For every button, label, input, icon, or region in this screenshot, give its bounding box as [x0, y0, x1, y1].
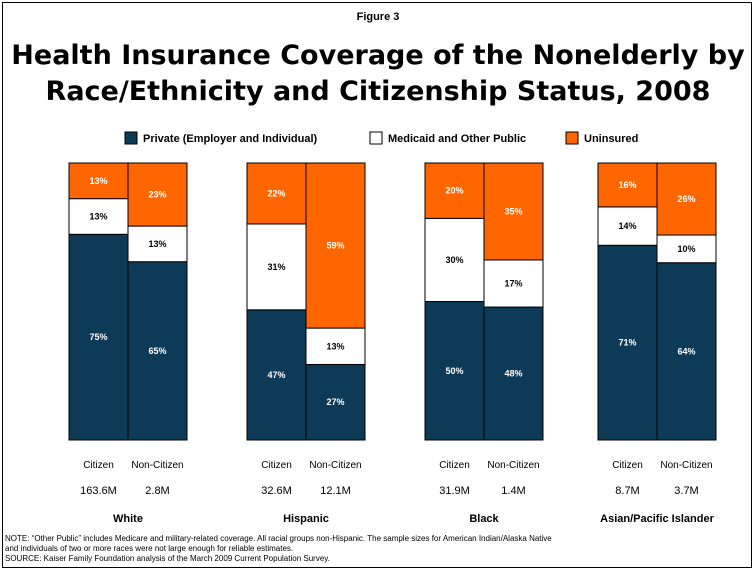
- bar-white-citizen-private: [68, 233, 129, 441]
- bar-white-non-citizen-uninsured: [127, 162, 188, 227]
- data-label-white-non-citizen-private: 65%: [148, 346, 166, 356]
- bar-asian-pacific-islander-non-citizen-medicaid: [656, 234, 717, 264]
- note-line-1: NOTE: “Other Public” includes Medicare a…: [5, 534, 552, 543]
- data-label-white-citizen-uninsured: 13%: [89, 176, 107, 186]
- data-label-black-non-citizen-private: 48%: [504, 369, 522, 379]
- data-label-asian-pacific-islander-citizen-medicaid: 14%: [618, 221, 636, 231]
- bar-hispanic-non-citizen-medicaid: [305, 327, 366, 365]
- category-label: Citizen: [261, 460, 292, 471]
- bar-asian-pacific-islander-citizen-private: [597, 244, 658, 441]
- bar-black-citizen-uninsured: [424, 162, 485, 219]
- data-label-black-non-citizen-medicaid: 17%: [504, 278, 522, 288]
- legend-swatch-private: [124, 131, 138, 145]
- legend-label-uninsured: Uninsured: [584, 133, 638, 145]
- bar-black-non-citizen-uninsured: [483, 162, 544, 261]
- data-label-white-citizen-private: 75%: [89, 332, 107, 342]
- note-line-2: and individuals of two or more races wer…: [5, 544, 293, 553]
- legend-label-private: Private (Employer and Individual): [143, 133, 318, 145]
- data-label-black-citizen-uninsured: 20%: [445, 186, 463, 196]
- category-label: Non-Citizen: [309, 460, 361, 471]
- data-label-asian-pacific-islander-non-citizen-medicaid: 10%: [677, 244, 695, 254]
- bar-asian-pacific-islander-citizen-uninsured: [597, 162, 658, 208]
- source-line: SOURCE: Kaiser Family Foundation analysi…: [5, 554, 330, 563]
- sample-size: 1.4M: [501, 485, 525, 497]
- data-label-asian-pacific-islander-non-citizen-private: 64%: [677, 346, 695, 356]
- data-label-black-citizen-medicaid: 30%: [445, 255, 463, 265]
- chart-title-line2: Race/Ethnicity and Citizenship Status, 2…: [46, 76, 711, 107]
- data-label-hispanic-non-citizen-uninsured: 59%: [326, 241, 344, 251]
- legend-swatch-medicaid: [369, 131, 383, 145]
- group-label-hispanic: Hispanic: [283, 513, 329, 525]
- sample-size: 3.7M: [674, 485, 698, 497]
- data-label-black-citizen-private: 50%: [445, 366, 463, 376]
- figure-label: Figure 3: [357, 11, 400, 23]
- bar-hispanic-citizen-uninsured: [246, 162, 307, 225]
- category-label: Citizen: [83, 460, 114, 471]
- bar-hispanic-non-citizen-uninsured: [305, 162, 366, 329]
- bar-black-non-citizen-private: [483, 306, 544, 441]
- data-label-white-non-citizen-medicaid: 13%: [148, 239, 166, 249]
- legend: Private (Employer and Individual) Medica…: [124, 131, 638, 145]
- data-label-hispanic-non-citizen-medicaid: 13%: [326, 341, 344, 351]
- bar-white-non-citizen-private: [127, 261, 188, 441]
- data-label-black-non-citizen-uninsured: 35%: [504, 206, 522, 216]
- data-label-asian-pacific-islander-citizen-private: 71%: [618, 338, 636, 348]
- data-label-hispanic-citizen-uninsured: 22%: [267, 188, 285, 198]
- bar-white-non-citizen-medicaid: [127, 225, 188, 263]
- category-label: Non-Citizen: [131, 460, 183, 471]
- data-label-hispanic-non-citizen-private: 27%: [326, 397, 344, 407]
- bar-hispanic-citizen-private: [246, 309, 307, 441]
- sample-size: 12.1M: [320, 485, 351, 497]
- sample-size: 31.9M: [439, 485, 470, 497]
- category-label: Citizen: [612, 460, 643, 471]
- category-label: Citizen: [439, 460, 470, 471]
- data-label-white-non-citizen-uninsured: 23%: [148, 190, 166, 200]
- chart-title-line1: Health Insurance Coverage of the Nonelde…: [11, 40, 745, 71]
- group-label-white: White: [113, 513, 143, 525]
- sample-size: 163.6M: [80, 485, 117, 497]
- bar-asian-pacific-islander-non-citizen-private: [656, 262, 717, 441]
- data-label-white-citizen-medicaid: 13%: [89, 211, 107, 221]
- bar-asian-pacific-islander-non-citizen-uninsured: [656, 162, 717, 236]
- sample-size: 32.6M: [261, 485, 292, 497]
- data-label-hispanic-citizen-medicaid: 31%: [267, 262, 285, 272]
- sample-size: 8.7M: [615, 485, 639, 497]
- data-label-hispanic-citizen-private: 47%: [267, 370, 285, 380]
- group-label-asian-pacific-islander: Asian/Pacific Islander: [600, 513, 714, 525]
- bar-black-non-citizen-medicaid: [483, 259, 544, 308]
- data-label-asian-pacific-islander-citizen-uninsured: 16%: [618, 180, 636, 190]
- plot-area: 75% 13% 13% Citizen 163.6M 65% 13% 23% Non-Citiz…: [68, 162, 717, 525]
- category-label: Non-Citizen: [660, 460, 712, 471]
- bar-hispanic-citizen-medicaid: [246, 223, 307, 311]
- group-label-black: Black: [469, 513, 499, 525]
- bar-hispanic-non-citizen-private: [305, 363, 366, 441]
- notes: NOTE: “Other Public” includes Medicare a…: [5, 534, 552, 563]
- bar-asian-pacific-islander-citizen-medicaid: [597, 206, 658, 246]
- legend-label-medicaid: Medicaid and Other Public: [388, 133, 526, 145]
- sample-size: 2.8M: [145, 485, 169, 497]
- data-label-asian-pacific-islander-non-citizen-uninsured: 26%: [677, 194, 695, 204]
- legend-swatch-uninsured: [565, 131, 579, 145]
- category-label: Non-Citizen: [487, 460, 539, 471]
